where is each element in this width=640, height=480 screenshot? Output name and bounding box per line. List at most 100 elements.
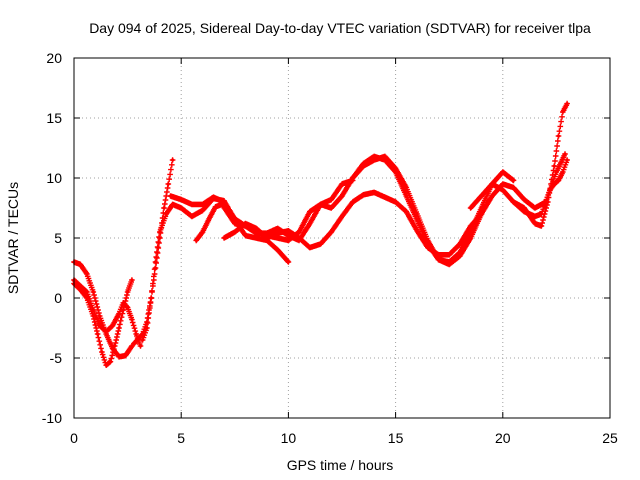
data-point	[340, 194, 344, 198]
data-point	[329, 198, 333, 202]
data-point	[190, 202, 194, 206]
data-point	[539, 212, 544, 216]
data-point	[276, 236, 280, 240]
data-point	[166, 182, 170, 186]
data-point	[111, 324, 115, 328]
data-point	[153, 260, 158, 264]
data-point	[149, 296, 153, 300]
x-tick-label: 0	[70, 430, 78, 446]
data-point	[222, 236, 226, 240]
data-point	[319, 242, 323, 246]
data-point	[104, 330, 108, 334]
data-point	[501, 170, 505, 174]
data-point	[447, 253, 451, 257]
data-point	[394, 166, 398, 170]
data-point	[383, 195, 387, 199]
data-point	[372, 190, 376, 194]
data-point	[533, 214, 537, 218]
x-axis-label: GPS time / hours	[287, 457, 394, 473]
series-satellite-track-d	[131, 157, 176, 347]
x-tick-labels: 0 5 10 15 20 25	[70, 430, 618, 446]
data-point	[415, 229, 419, 233]
x-tick-label: 15	[388, 430, 404, 446]
data-point	[276, 231, 280, 235]
data-point	[85, 290, 89, 294]
data-point	[501, 182, 505, 186]
data-point	[544, 200, 548, 204]
data-point	[308, 210, 312, 214]
data-point	[222, 200, 226, 204]
data-point	[108, 360, 112, 364]
data-point	[168, 194, 173, 198]
data-point	[113, 344, 117, 348]
data-point	[479, 194, 483, 198]
data-point	[201, 208, 205, 212]
data-point	[511, 186, 516, 190]
data-point	[308, 222, 312, 226]
data-point	[329, 230, 333, 234]
data-point	[179, 206, 183, 210]
data-point	[383, 154, 387, 158]
data-point	[329, 206, 333, 210]
data-point	[286, 238, 290, 242]
data-point	[104, 363, 108, 367]
data-point	[501, 188, 505, 192]
data-point	[351, 200, 355, 204]
data-point	[158, 230, 162, 234]
data-point	[254, 236, 258, 240]
data-point	[130, 318, 134, 322]
axis-ticks	[73, 57, 611, 419]
data-point	[100, 350, 104, 354]
data-point	[552, 182, 556, 186]
data-point	[265, 236, 269, 240]
data-point	[171, 202, 175, 206]
data-point	[351, 176, 355, 180]
data-point	[372, 158, 376, 162]
data-point	[308, 246, 312, 250]
data-point	[78, 262, 82, 266]
data-point	[130, 344, 134, 348]
data-point	[561, 170, 565, 174]
data-point	[436, 258, 441, 262]
data-point	[91, 290, 95, 294]
data-point	[98, 324, 102, 328]
series-satellite-track-h	[221, 189, 485, 258]
series-satellite-track-l	[510, 157, 570, 220]
data-point	[85, 272, 89, 276]
data-point	[361, 164, 365, 168]
data-point	[556, 178, 561, 182]
y-tick-label: 20	[46, 50, 62, 66]
data-point	[134, 332, 138, 336]
data-point	[164, 212, 168, 216]
data-point	[213, 205, 218, 209]
data-point	[201, 230, 205, 234]
data-point	[117, 355, 121, 359]
data-point	[319, 202, 323, 206]
data-series-layer	[71, 100, 570, 368]
y-tick-label: 5	[54, 230, 62, 246]
data-point	[469, 206, 473, 210]
data-point	[162, 206, 166, 210]
data-point	[141, 338, 145, 342]
data-point	[226, 212, 230, 216]
data-point	[179, 198, 183, 202]
data-point	[136, 337, 140, 341]
x-tick-label: 10	[281, 430, 297, 446]
data-point	[276, 248, 280, 252]
y-tick-label: -10	[42, 410, 62, 426]
data-point	[233, 222, 237, 226]
series-satellite-track-j	[349, 151, 568, 268]
data-point	[548, 188, 552, 192]
series-markers	[131, 157, 176, 347]
data-point	[394, 200, 398, 204]
data-point	[190, 214, 194, 218]
data-point	[130, 278, 134, 282]
data-point	[145, 326, 149, 330]
data-point	[91, 308, 95, 312]
data-point	[511, 178, 516, 182]
y-tick-labels: -10 -5 0 5 10 15 20	[42, 50, 62, 426]
data-point	[539, 224, 544, 228]
data-point	[220, 202, 224, 206]
data-point	[552, 164, 556, 168]
